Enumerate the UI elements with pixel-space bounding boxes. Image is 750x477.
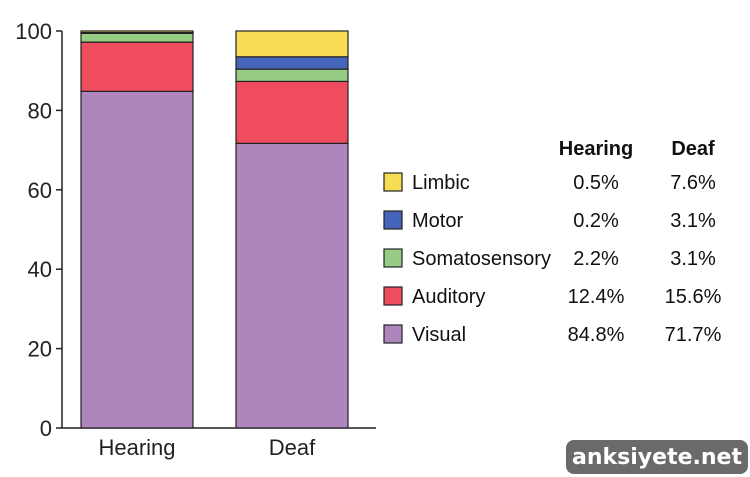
table-value: 0.2% — [573, 210, 619, 232]
bar-segment-visual-deaf — [235, 142, 349, 429]
bar-segment-limbic-hearing — [80, 30, 194, 34]
y-tick-label: 0 — [40, 416, 52, 441]
bar-segment-auditory-hearing — [80, 41, 194, 92]
legend-label: Limbic — [412, 172, 470, 194]
legend-swatch-motor — [383, 210, 403, 230]
table-value: 7.6% — [670, 172, 716, 194]
table-column-header: Hearing — [559, 138, 633, 160]
table-value: 15.6% — [665, 286, 722, 308]
x-category-label: Hearing — [98, 435, 175, 460]
bar-segment-motor-deaf — [235, 56, 349, 70]
bars — [80, 30, 349, 429]
bar-segment-limbic-deaf — [235, 30, 349, 58]
watermark-badge: anksiyete.net — [566, 440, 748, 474]
bar-segment-somatosensory-deaf — [235, 68, 349, 83]
table-value: 12.4% — [568, 286, 625, 308]
bar-segment-somatosensory-hearing — [80, 32, 194, 43]
table-value: 3.1% — [670, 210, 716, 232]
legend-swatch-somatosensory — [383, 248, 403, 268]
y-tick-label: 40 — [28, 257, 52, 282]
table-value: 84.8% — [568, 324, 625, 346]
y-axis: 0 20 40 60 80 100 — [15, 19, 376, 441]
table-value: 2.2% — [573, 248, 619, 270]
legend-label: Auditory — [412, 286, 485, 308]
x-category-label: Deaf — [269, 435, 316, 460]
table-column-header: Deaf — [671, 138, 715, 160]
y-tick-label: 80 — [28, 98, 52, 123]
y-tick-label: 20 — [28, 337, 52, 362]
table-value: 3.1% — [670, 248, 716, 270]
bar-segment-auditory-deaf — [235, 80, 349, 144]
table-value: 71.7% — [665, 324, 722, 346]
y-tick-label: 60 — [28, 178, 52, 203]
legend-swatch-limbic — [383, 172, 403, 192]
legend-table: Hearing Deaf Limbic 0.5% 7.6% Motor 0.2% 3.1% So… — [383, 138, 722, 346]
table-value: 0.5% — [573, 172, 619, 194]
x-axis-labels: Hearing Deaf — [98, 435, 316, 460]
legend-label: Somatosensory — [412, 248, 551, 270]
y-tick-label: 100 — [15, 19, 52, 44]
legend-swatch-visual — [383, 324, 403, 344]
legend-label: Motor — [412, 210, 463, 232]
bar-segment-visual-hearing — [80, 90, 194, 429]
legend-swatch-auditory — [383, 286, 403, 306]
legend-label: Visual — [412, 324, 466, 346]
